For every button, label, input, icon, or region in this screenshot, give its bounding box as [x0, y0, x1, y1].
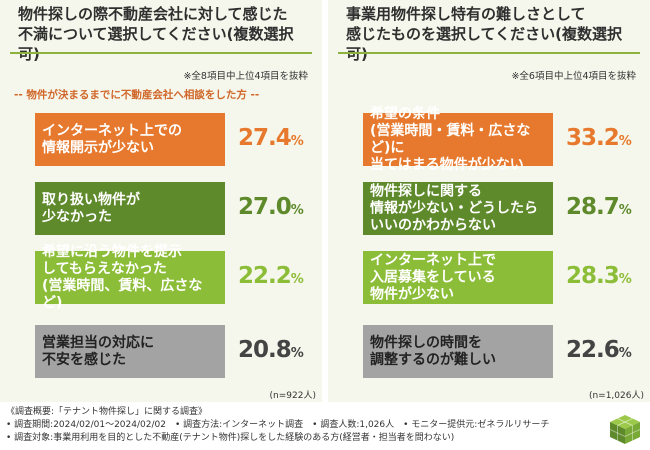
bar-value-label: 22.6% — [566, 337, 632, 363]
bar-value-label: 28.3% — [566, 263, 632, 289]
bar-label: 営業担当の対応に 不安を感じた — [42, 334, 154, 368]
bar-rank-4: 営業担当の対応に 不安を感じた — [35, 325, 225, 378]
left-chart-sample-size: (n=922人) — [269, 391, 316, 401]
left-chart-note: ※全8項目中上位4項目を抜粋 — [183, 71, 308, 82]
bar-value-label: 20.8% — [238, 337, 304, 363]
right-chart-panel: 事業用物件探し特有の難しさとして 感じたものを選択してください(複数選択可) ※… — [328, 0, 650, 402]
bar-value-unit: % — [290, 346, 304, 361]
bar-rank-3: 希望に沿う物件を提示 してもらえなかった (営業時間、賃料、広さなど) — [35, 244, 225, 311]
left-chart-panel: 物件探しの際不動産会社に対して感じた 不満について選択してください(複数選択可)… — [0, 0, 322, 402]
survey-footer: 《調査概要:「テナント物件探し」に関する調査》 • 調査期間:2024/02/0… — [6, 406, 549, 445]
bar-rank-2: 物件探しに関する 情報が少ない・どうしたら いいのかわからない — [363, 182, 553, 235]
bar-value-label: 28.7% — [566, 194, 632, 220]
bar-label: 取り扱い物件が 少なかった — [42, 191, 140, 225]
footer-survey-target: • 調査対象:事業用利用を目的とした不動産(テナント物件)探しをした経験のある方… — [6, 433, 455, 443]
right-chart-sample-size: (n=1,026人) — [588, 391, 644, 401]
bar-value-number: 22.6 — [566, 337, 620, 363]
bar-rank-4: 物件探しの時間を 調整するのが難しい — [363, 325, 553, 378]
left-chart-title: 物件探しの際不動産会社に対して感じた 不満について選択してください(複数選択可) — [18, 5, 294, 63]
right-title-divider — [338, 52, 640, 54]
bar-label: 物件探しの時間を 調整するのが難しい — [370, 334, 496, 368]
bar-value-number: 27.0 — [238, 194, 292, 220]
bar-value-number: 28.3 — [566, 263, 620, 289]
bar-value-unit: % — [618, 272, 632, 287]
left-title-divider — [10, 52, 312, 54]
green-cube-logo-icon — [609, 415, 641, 444]
bar-rank-1: インターネット上での 情報開示が少ない — [35, 113, 225, 166]
bar-value-label: 27.4% — [238, 125, 304, 151]
bar-value-unit: % — [290, 203, 304, 218]
bar-rank-3: インターネット上で 入居募集をしている 物件が少ない — [363, 251, 553, 304]
footer-survey-details: • 調査期間:2024/02/01〜2024/02/02 • 調査方法:インター… — [6, 420, 550, 430]
bar-label: 物件探しに関する 情報が少ない・どうしたら いいのかわからない — [370, 183, 538, 233]
bar-value-label: 33.2% — [566, 125, 632, 151]
right-chart-title: 事業用物件探し特有の難しさとして 感じたものを選択してください(複数選択可) — [346, 5, 622, 63]
bar-value-number: 33.2 — [566, 125, 620, 151]
bar-value-label: 22.2% — [238, 263, 304, 289]
bar-value-number: 22.2 — [238, 263, 292, 289]
bar-value-unit: % — [290, 134, 304, 149]
bar-rank-2: 取り扱い物件が 少なかった — [35, 182, 225, 235]
right-chart-note: ※全6項目中上位4項目を抜粋 — [511, 71, 636, 82]
bar-label: インターネット上で 入居募集をしている 物件が少ない — [370, 252, 496, 302]
bar-label: 希望の条件 (営業時間・賃料・広さなど)に 当てはまる物件が少ない — [370, 105, 531, 173]
bar-value-unit: % — [618, 346, 632, 361]
bar-label: 希望に沿う物件を提示 してもらえなかった (営業時間、賃料、広さなど) — [42, 243, 203, 311]
footer-survey-title: 《調査概要:「テナント物件探し」に関する調査》 — [6, 407, 208, 417]
bar-value-number: 20.8 — [238, 337, 292, 363]
bar-rank-1: 希望の条件 (営業時間・賃料・広さなど)に 当てはまる物件が少ない — [363, 106, 553, 173]
bar-value-unit: % — [290, 272, 304, 287]
left-chart-target: -- 物件が決まるまでに不動産会社へ相談をした方 -- — [14, 89, 260, 101]
bar-value-unit: % — [618, 203, 632, 218]
bar-value-unit: % — [618, 134, 632, 149]
bar-label: インターネット上での 情報開示が少ない — [42, 122, 182, 156]
bar-value-number: 27.4 — [238, 125, 292, 151]
bar-value-label: 27.0% — [238, 194, 304, 220]
bar-value-number: 28.7 — [566, 194, 620, 220]
